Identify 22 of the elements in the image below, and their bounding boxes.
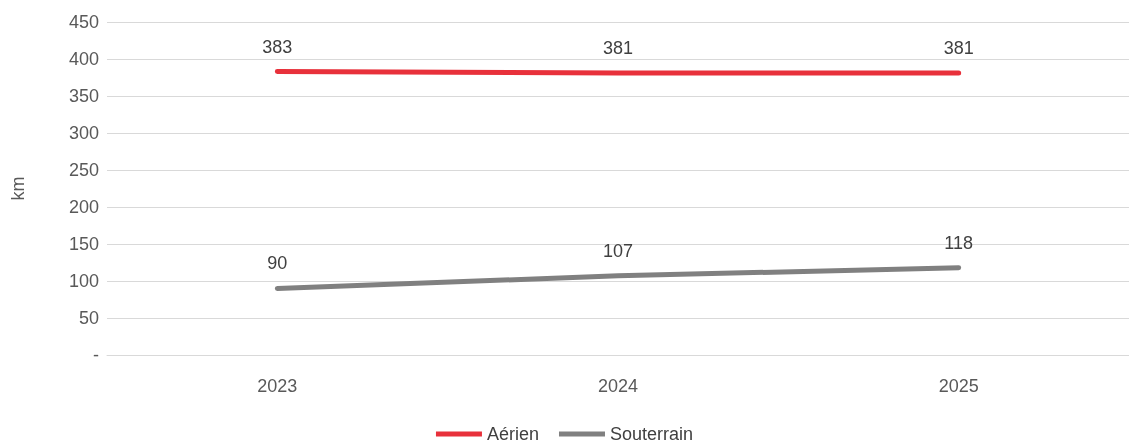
y-tick-label: 300 — [68, 123, 99, 143]
y-tick-label: 50 — [78, 308, 99, 328]
data-label: 383 — [262, 36, 293, 57]
y-tick-label: 350 — [68, 86, 99, 106]
legend-label: Souterrain — [609, 424, 694, 444]
data-label: 107 — [602, 240, 634, 261]
y-tick-label: 150 — [68, 234, 99, 254]
x-tick-label: 2024 — [597, 376, 639, 396]
y-tick-label: 100 — [68, 271, 99, 291]
y-axis-title: km — [8, 176, 28, 201]
data-label: 118 — [944, 232, 974, 253]
y-tick-label: - — [93, 345, 99, 365]
data-label: 381 — [602, 38, 634, 59]
x-tick-label: 2023 — [257, 376, 298, 396]
x-tick-label: 2025 — [938, 376, 979, 396]
y-tick-label: 400 — [68, 49, 99, 69]
y-tick-label: 450 — [68, 12, 99, 32]
y-tick-label: 200 — [68, 197, 99, 217]
legend-label: Aérien — [486, 424, 539, 444]
y-tick-label: 250 — [68, 160, 99, 180]
data-label: 90 — [267, 253, 288, 274]
data-label: 381 — [943, 38, 974, 59]
